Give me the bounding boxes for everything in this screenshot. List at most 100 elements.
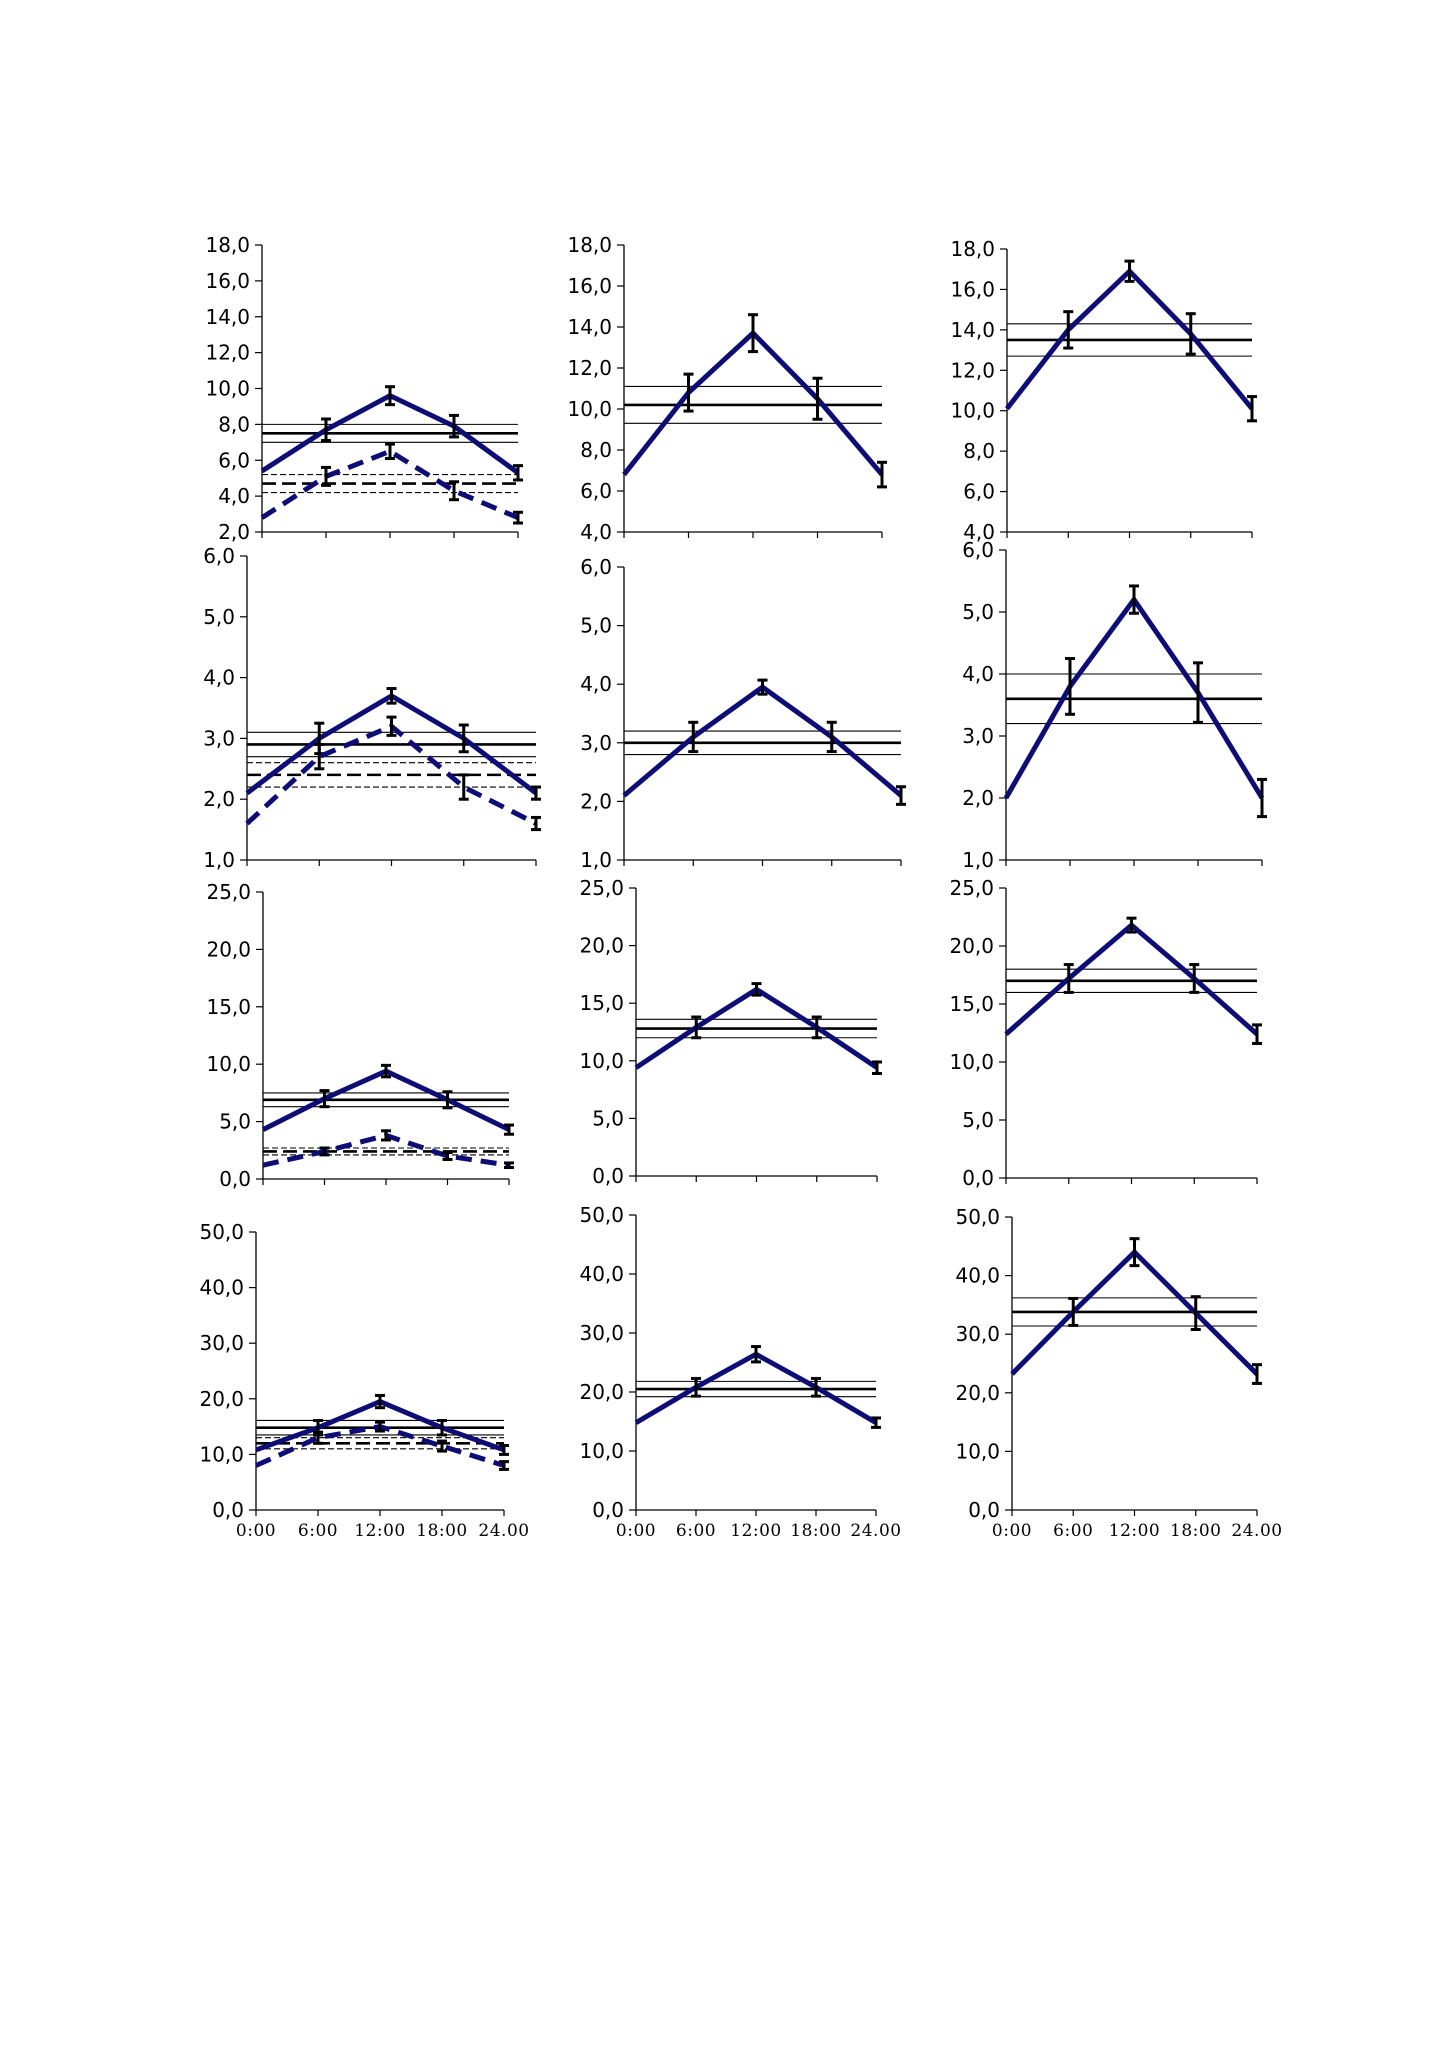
error-bar (896, 785, 906, 806)
y-tick-label: 1,0 (203, 848, 235, 872)
error-bar (385, 385, 395, 407)
y-tick-label: 4,0 (218, 484, 250, 508)
y-tick-label: 0,0 (592, 1164, 624, 1188)
panel-7: 0,0 5,0 10,0 15,0 20,0 25,0 (206, 880, 514, 1191)
error-bar (757, 678, 768, 696)
error-bar (1126, 916, 1137, 934)
error-bar (386, 715, 397, 737)
y-tick-label: 12,0 (567, 356, 612, 380)
error-bar (499, 1444, 509, 1456)
y-tick-label: 25,0 (206, 880, 251, 904)
error-bar (1124, 259, 1135, 283)
y-tick-label: 8,0 (580, 438, 612, 462)
y-tick-label: 15,0 (949, 992, 994, 1016)
x-tick-label: 24.00 (850, 1521, 901, 1541)
panel-3: 4,0 6,0 8,0 10,0 12,0 14,0 16,0 18,0 (950, 237, 1257, 544)
panel-11: 0,0 10,0 20,0 30,0 40,0 50,0 0:00 6:00 12:00 18:0… (579, 1203, 901, 1541)
y-tick-label: 25,0 (949, 876, 994, 900)
y-tick-label: 30,0 (579, 1321, 624, 1345)
error-bar (314, 742, 325, 771)
y-tick-label: 4,0 (963, 520, 995, 544)
panel-2: 4,0 6,0 8,0 10,0 12,0 14,0 16,0 18,0 (567, 233, 887, 544)
y-tick-label: 18,0 (567, 233, 612, 257)
y-tick-label: 10,0 (955, 1439, 1000, 1463)
y-tick-label: 50,0 (955, 1205, 1000, 1229)
error-bar (321, 465, 331, 487)
error-bar (458, 723, 469, 754)
error-bar (683, 372, 694, 413)
y-tick-label: 6,0 (962, 538, 994, 562)
y-tick-label: 30,0 (199, 1331, 244, 1355)
x-tick-label: 12:00 (1109, 1521, 1161, 1541)
error-bar (1063, 310, 1074, 350)
y-tick-label: 3,0 (962, 724, 994, 748)
y-tick-label: 20,0 (949, 934, 994, 958)
y-tick-label: 6,0 (218, 448, 250, 472)
y-tick-label: 15,0 (579, 991, 624, 1015)
y-tick-label: 5,0 (580, 614, 612, 638)
y-tick-label: 14,0 (950, 318, 995, 342)
x-tick-label: 24.00 (478, 1521, 529, 1541)
error-bar (437, 1418, 447, 1437)
y-tick-label: 4,0 (962, 662, 994, 686)
y-tick-label: 6,0 (580, 479, 612, 503)
y-tick-label: 12,0 (950, 358, 995, 382)
y-tick-label: 3,0 (580, 731, 612, 755)
y-tick-label: 18,0 (950, 237, 995, 261)
error-bar (872, 1060, 882, 1075)
error-bar (748, 313, 758, 354)
panel-5: 1,0 2,0 3,0 4,0 5,0 6,0 (580, 555, 906, 872)
error-bar (1185, 312, 1196, 356)
error-bar (691, 1015, 702, 1040)
y-tick-label: 0,0 (968, 1498, 1000, 1522)
error-bar (313, 1430, 323, 1445)
y-tick-label: 2,0 (218, 520, 250, 544)
error-bar (385, 442, 395, 460)
error-bar (319, 1089, 330, 1109)
error-bar (504, 1123, 514, 1136)
x-tick-label: 0:00 (616, 1521, 656, 1541)
y-tick-label: 10,0 (950, 399, 995, 423)
y-tick-label: 4,0 (203, 666, 235, 690)
panel-1: 2,0 4,0 6,0 8,0 10,0 12,0 14,0 16,0 18,0 (205, 233, 523, 544)
error-bar (458, 773, 469, 801)
error-bar (449, 413, 459, 439)
y-tick-label: 0,0 (592, 1498, 624, 1522)
error-bar (688, 720, 699, 754)
y-tick-label: 18,0 (205, 233, 250, 257)
error-bar (811, 1376, 821, 1398)
y-tick-label: 5,0 (219, 1110, 251, 1134)
y-tick-label: 10,0 (579, 1049, 624, 1073)
y-tick-label: 5,0 (592, 1106, 624, 1130)
y-tick-label: 2,0 (203, 787, 235, 811)
error-bar (321, 417, 331, 443)
error-bar (531, 815, 541, 832)
error-bar (751, 982, 762, 997)
error-bar (1063, 963, 1074, 994)
error-bar (1190, 1295, 1201, 1332)
y-tick-label: 12,0 (205, 341, 250, 365)
y-tick-label: 14,0 (567, 315, 612, 339)
y-tick-label: 8,0 (218, 412, 250, 436)
y-tick-label: 40,0 (955, 1264, 1000, 1288)
y-tick-label: 14,0 (205, 305, 250, 329)
x-tick-label: 6:00 (676, 1521, 716, 1541)
y-tick-label: 2,0 (962, 786, 994, 810)
x-tick-label: 18:00 (790, 1521, 842, 1541)
y-tick-label: 30,0 (955, 1322, 1000, 1346)
error-bar (381, 1129, 391, 1142)
y-tick-label: 10,0 (949, 1050, 994, 1074)
y-tick-label: 20,0 (579, 1380, 624, 1404)
error-bar (1129, 1237, 1140, 1268)
y-tick-label: 2,0 (580, 789, 612, 813)
y-tick-label: 0,0 (962, 1166, 994, 1190)
error-bar (1189, 963, 1200, 994)
x-tick-label: 18:00 (416, 1521, 468, 1541)
error-bar (871, 1416, 881, 1429)
error-bar (449, 480, 459, 502)
error-bar (691, 1376, 701, 1398)
y-tick-label: 20,0 (579, 934, 624, 958)
error-bar (375, 1420, 385, 1433)
series-line-1 (622, 684, 903, 798)
panel-9: 0,0 5,0 10,0 15,0 20,0 25,0 (949, 876, 1262, 1190)
